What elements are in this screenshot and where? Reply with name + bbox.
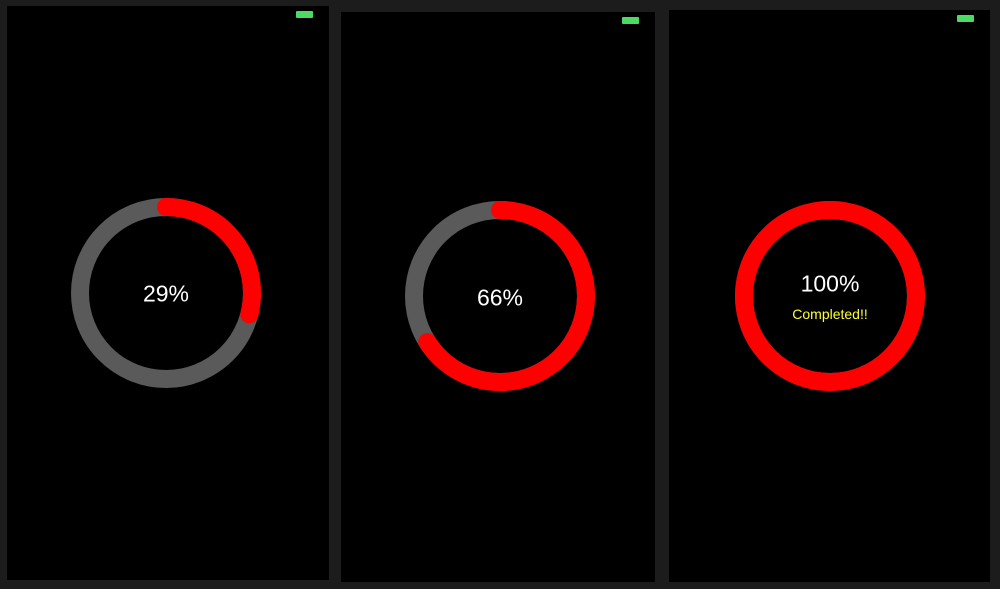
phone-screen-3: 100% Completed!! bbox=[669, 10, 990, 582]
progress-ring bbox=[71, 198, 261, 388]
progress-percent-label: 29% bbox=[142, 280, 190, 307]
progress-ring bbox=[405, 201, 595, 391]
progress-percent-label: 66% bbox=[476, 284, 524, 311]
progress-ring-arc bbox=[71, 198, 261, 388]
progress-ring-arc bbox=[405, 201, 595, 391]
battery-icon bbox=[296, 11, 313, 18]
completed-status-label: Completed!! bbox=[792, 306, 868, 322]
progress-ring-arc bbox=[735, 201, 925, 391]
battery-icon bbox=[622, 17, 639, 24]
phone-screen-2: 66% bbox=[341, 12, 655, 582]
battery-icon bbox=[957, 15, 974, 22]
phone-screen-1: 29% bbox=[7, 6, 329, 580]
progress-percent-label: 100% bbox=[800, 270, 860, 297]
progress-ring bbox=[735, 201, 925, 391]
